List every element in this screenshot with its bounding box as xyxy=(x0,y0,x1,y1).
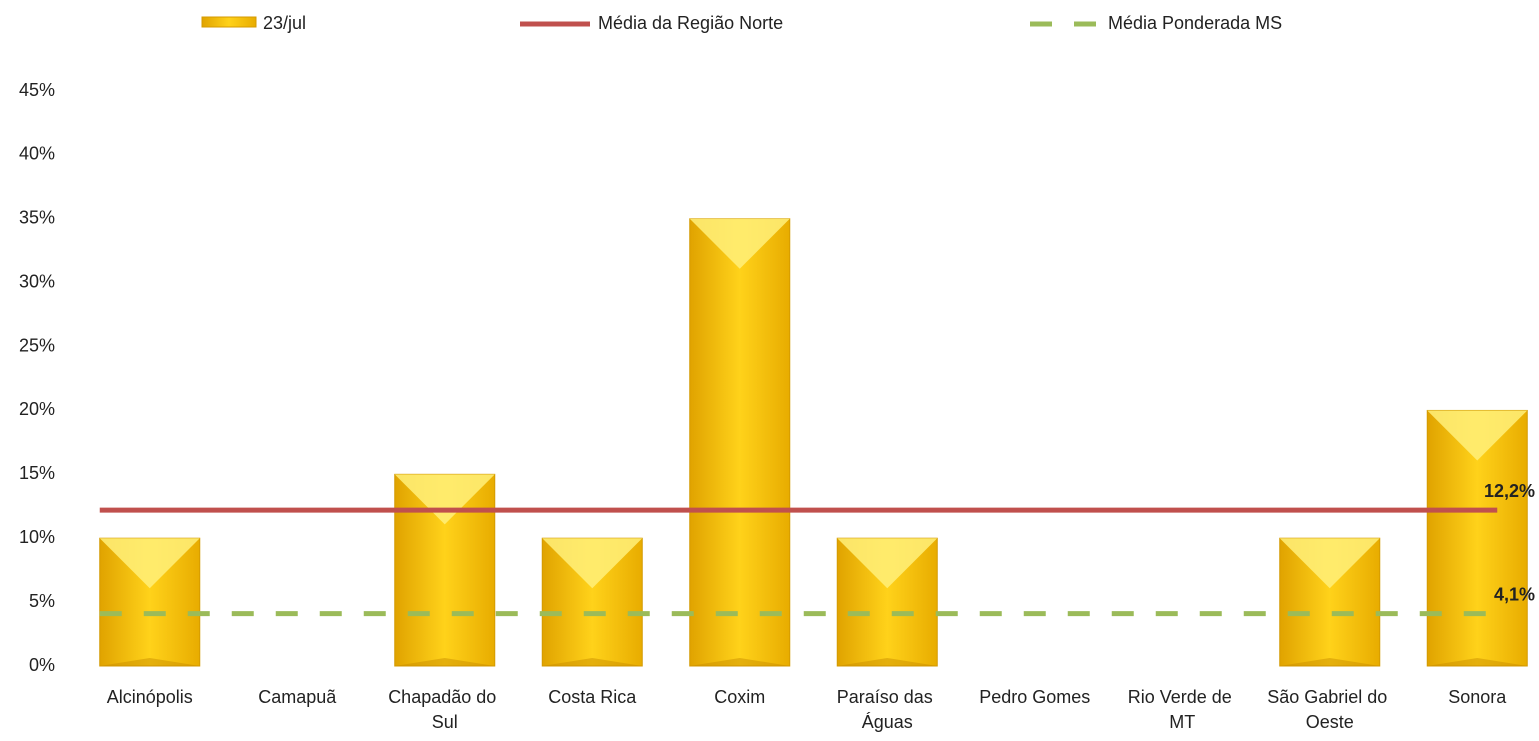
x-tick-label: Alcinópolis xyxy=(107,687,193,707)
bar-bevel-bottom xyxy=(1427,658,1528,666)
bar-bevel-bottom xyxy=(689,658,790,666)
x-tick-label: Camapuã xyxy=(258,687,337,707)
bar-bevel-bottom xyxy=(1279,658,1380,666)
y-tick-label: 25% xyxy=(19,335,55,355)
bar-bevel-bottom xyxy=(99,658,200,666)
x-tick-label: Rio Verde de MT xyxy=(1128,687,1237,732)
x-tick-label: Coxim xyxy=(714,687,765,707)
bar-bevel-bottom xyxy=(394,658,495,666)
bar-bevel xyxy=(1427,410,1528,461)
bar-bevel xyxy=(542,538,643,589)
y-tick-label: 20% xyxy=(19,399,55,419)
x-tick-label: Paraíso das Águas xyxy=(837,687,938,732)
x-tick-label: São Gabriel do Oeste xyxy=(1267,687,1392,732)
bar-bevel xyxy=(394,474,495,525)
bar-bevel-bottom xyxy=(542,658,643,666)
y-tick-label: 0% xyxy=(29,655,55,675)
bar-bevel xyxy=(689,218,790,269)
x-tick-label: Sonora xyxy=(1448,687,1507,707)
bar-bevel-bottom xyxy=(837,658,938,666)
legend-label: Média da Região Norte xyxy=(598,13,783,33)
line-value-label: 12,2% xyxy=(1484,481,1535,501)
legend-swatch xyxy=(201,16,257,28)
bar xyxy=(836,537,938,667)
bar xyxy=(689,218,791,667)
y-tick-label: 5% xyxy=(29,591,55,611)
legend-label: Média Ponderada MS xyxy=(1108,13,1282,33)
x-tick-label: Costa Rica xyxy=(548,687,637,707)
y-tick-label: 35% xyxy=(19,208,55,228)
bar-bevel xyxy=(837,538,938,589)
y-tick-label: 10% xyxy=(19,527,55,547)
bar-bevel xyxy=(1279,538,1380,589)
bar-bevel xyxy=(99,538,200,589)
x-tick-label: Chapadão do Sul xyxy=(388,687,501,732)
y-tick-label: 15% xyxy=(19,463,55,483)
x-tick-label: Pedro Gomes xyxy=(979,687,1090,707)
legend-label: 23/jul xyxy=(263,13,306,33)
y-tick-label: 30% xyxy=(19,271,55,291)
y-tick-label: 40% xyxy=(19,144,55,164)
line-value-label: 4,1% xyxy=(1494,584,1535,604)
y-tick-label: 45% xyxy=(19,80,55,100)
